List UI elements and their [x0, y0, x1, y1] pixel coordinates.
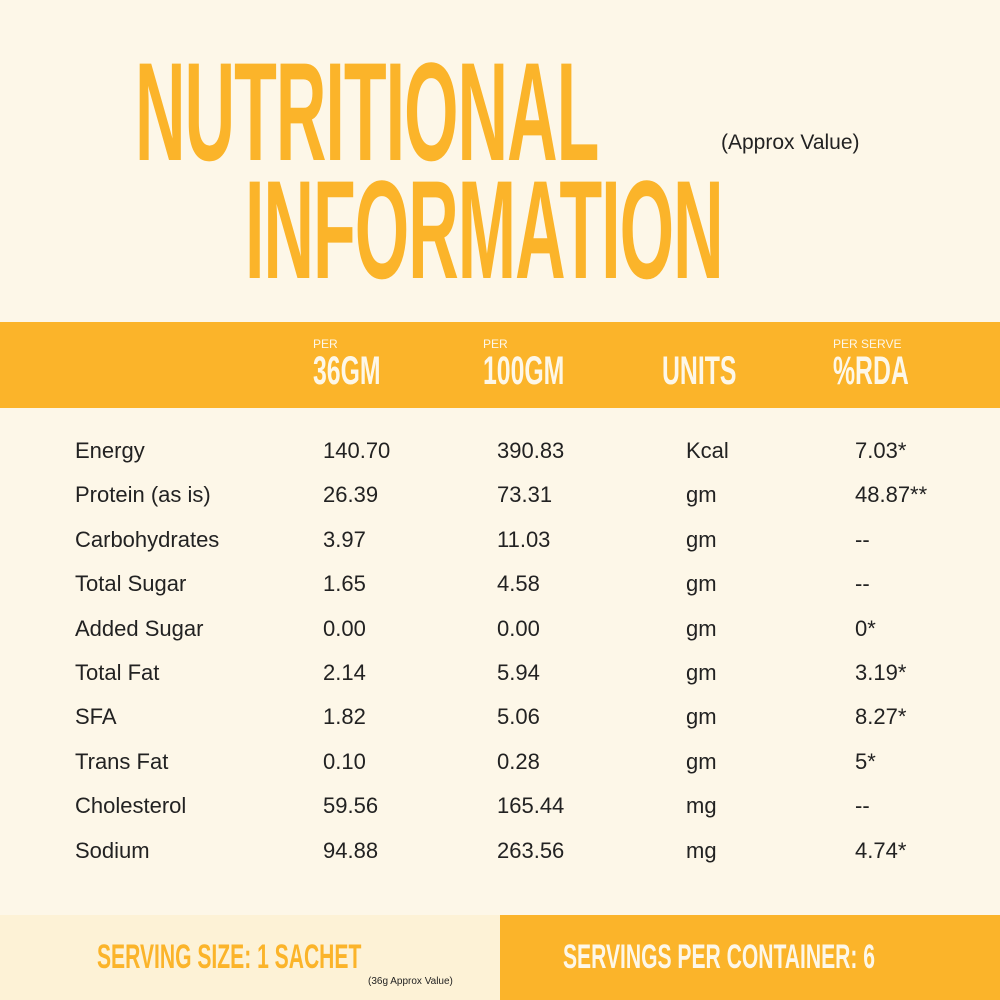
cell-value: gm [686, 660, 717, 685]
cell-value: gm [686, 748, 717, 774]
cell-value: gm [686, 482, 717, 508]
row-label: Energy [75, 438, 145, 463]
row-label: Sodium [75, 837, 150, 863]
row-label: Trans Fat [75, 748, 169, 774]
cell-value: -- [855, 571, 870, 597]
serving-size: SERVING SIZE: 1 SACHET [97, 938, 362, 976]
footer-right [500, 915, 1000, 1000]
cell-value: 1.82 [323, 704, 366, 730]
column-label: 36GM [313, 349, 381, 393]
cell-value: 0.00 [497, 615, 540, 641]
cell-value: 7.03* [855, 438, 907, 463]
column-prefix: PER [313, 337, 338, 351]
column-prefix: PER [483, 337, 508, 351]
cell-value: 73.31 [497, 482, 553, 508]
cell-value: 0* [855, 615, 876, 641]
cell-value: 0.10 [323, 748, 366, 774]
title-note: (Approx Value) [721, 131, 860, 154]
cell-value: 3.97 [323, 526, 366, 552]
cell-value: 8.27* [855, 704, 907, 730]
row-label: SFA [75, 704, 117, 730]
cell-value: gm [686, 526, 717, 552]
cell-value: 4.58 [497, 571, 540, 597]
row-label: Total Sugar [75, 571, 187, 597]
column-label: 100GM [483, 349, 565, 393]
cell-value: 0.28 [497, 748, 540, 774]
cell-value: 263.56 [497, 837, 565, 863]
cell-value: Kcal [686, 438, 729, 463]
cell-value: 2.14 [323, 660, 366, 685]
column-label: %RDA [833, 349, 909, 393]
cell-value: 5* [855, 748, 876, 774]
cell-value: 3.19* [855, 660, 907, 685]
row-label: Added Sugar [75, 615, 204, 641]
cell-value: mg [686, 793, 717, 819]
cell-value: 390.83 [497, 438, 565, 463]
cell-value: mg [686, 837, 717, 863]
cell-value: 0.00 [323, 615, 366, 641]
row-label: Total Fat [75, 660, 160, 685]
serving-note: (36g Approx Value) [368, 976, 453, 987]
cell-value: 140.70 [323, 438, 391, 463]
title-line1: NUTRITIONAL [135, 33, 599, 190]
cell-value: -- [855, 526, 870, 552]
title-line2: INFORMATION [245, 151, 724, 308]
cell-value: gm [686, 571, 717, 597]
cell-value: 5.94 [497, 660, 540, 685]
servings-per-container: SERVINGS PER CONTAINER: 6 [563, 938, 875, 976]
cell-value: 48.87** [855, 482, 928, 508]
cell-value: 11.03 [497, 526, 551, 552]
cell-value: 4.74* [855, 837, 907, 863]
cell-value: gm [686, 704, 717, 730]
column-label: UNITS [662, 349, 737, 393]
row-label: Carbohydrates [75, 526, 220, 552]
cell-value: 5.06 [497, 704, 540, 730]
row-label: Cholesterol [75, 793, 187, 819]
row-label: Protein (as is) [75, 482, 211, 508]
header-band [0, 322, 1000, 408]
cell-value: 165.44 [497, 793, 565, 819]
cell-value: 1.65 [323, 571, 366, 597]
cell-value: 94.88 [323, 837, 379, 863]
cell-value: 59.56 [323, 793, 379, 819]
cell-value: -- [855, 793, 870, 819]
cell-value: gm [686, 615, 717, 641]
footer-left [0, 915, 500, 1000]
cell-value: 26.39 [323, 482, 379, 508]
column-prefix: PER SERVE [833, 337, 902, 351]
